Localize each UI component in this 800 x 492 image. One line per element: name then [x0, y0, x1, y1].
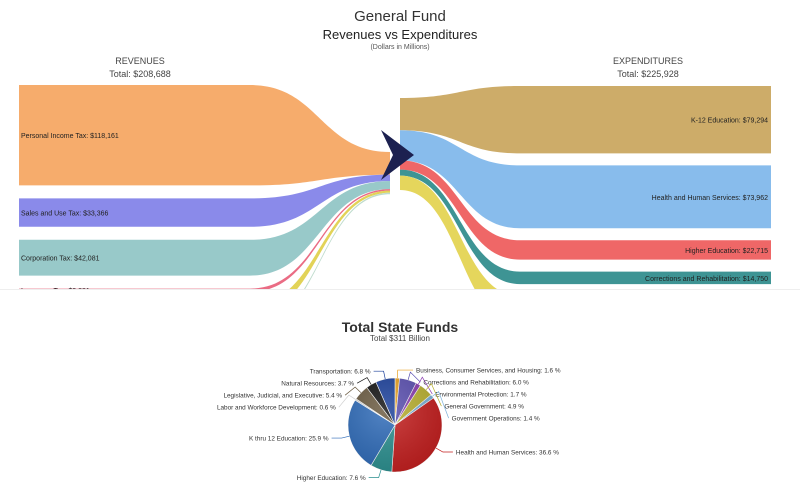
total-state-funds-title: Total State Funds	[341, 319, 459, 335]
expenditures-total: Total: $225,928	[617, 69, 679, 79]
total-state-funds-pie: Business, Consumer Services, and Housing…	[217, 368, 561, 482]
general-fund-title: General Fund	[354, 8, 446, 25]
pie-label: General Government: 4.9 %	[444, 404, 524, 411]
pie-label: Business, Consumer Services, and Housing…	[416, 368, 561, 375]
expenditure-label: K-12 Education: $79,294	[691, 118, 768, 125]
pie-leader-line	[425, 383, 442, 407]
revenues-heading: REVENUES	[115, 56, 165, 66]
pie-label: Corrections and Rehabilitation: 6.0 %	[423, 380, 529, 387]
expenditure-label: Corrections and Rehabilitation: $14,750	[645, 276, 768, 283]
pie-label: Labor and Workforce Development: 0.6 %	[217, 405, 336, 412]
pie-leader-line	[432, 390, 449, 419]
pie-label: Environmental Protection: 1.7 %	[435, 392, 527, 399]
pie-label: Transportation: 6.8 %	[310, 369, 371, 376]
total-state-funds-subtitle: Total $311 Billion	[370, 334, 430, 343]
pie-leader-line	[418, 376, 433, 395]
revenue-band	[19, 85, 390, 186]
pie-label: Health and Human Services: 36.6 %	[456, 450, 559, 457]
expenditure-band	[400, 86, 771, 154]
pie-label: Legislative, Judicial, and Executive: 5.…	[223, 393, 342, 400]
pie-leader-line	[368, 469, 382, 478]
pie-leader-line	[331, 435, 350, 439]
pie-label: Higher Education: 7.6 %	[297, 475, 366, 482]
revenues-total: Total: $208,688	[109, 69, 171, 79]
revenues-expenditures-chart: Personal Income Tax: $118,161 Sales and U…	[19, 85, 771, 290]
expenditure-band	[400, 169, 771, 285]
pie-label: Government Operations: 1.4 %	[452, 416, 540, 423]
pie-leader-line	[344, 386, 362, 396]
expenditure-band	[400, 160, 771, 260]
revenue-label: Personal Income Tax: $118,161	[21, 133, 119, 140]
pie-leader-line	[338, 394, 356, 408]
revenue-band	[288, 190, 390, 290]
section-divider	[0, 289, 800, 290]
revenue-band	[19, 181, 390, 276]
pie-leader-line	[435, 447, 453, 453]
pie-leader-line	[407, 371, 421, 383]
pie-leader-line	[396, 369, 413, 379]
expenditure-label: Higher Education: $22,715	[685, 248, 768, 255]
pie-label: K thru 12 Education: 25.9 %	[249, 436, 329, 443]
flow-arrow-icon	[381, 130, 414, 180]
revenue-band	[19, 174, 390, 227]
general-fund-subtitle: Revenues vs Expenditures	[322, 27, 478, 42]
revenue-label: Corporation Tax: $42,081	[21, 256, 100, 263]
revenue-label: Sales and Use Tax: $33,366	[21, 211, 109, 218]
pie-label: Natural Resources: 3.7 %	[281, 381, 354, 388]
expenditure-band	[400, 130, 771, 229]
expenditures-heading: EXPENDITURES	[612, 56, 683, 66]
pie-leader-line	[356, 377, 372, 385]
expenditure-band	[400, 175, 499, 290]
general-fund-units: (Dollars in Millions)	[370, 44, 430, 51]
pie-leader-line	[373, 370, 386, 380]
expenditure-label: Health and Human Services: $73,962	[652, 195, 768, 202]
